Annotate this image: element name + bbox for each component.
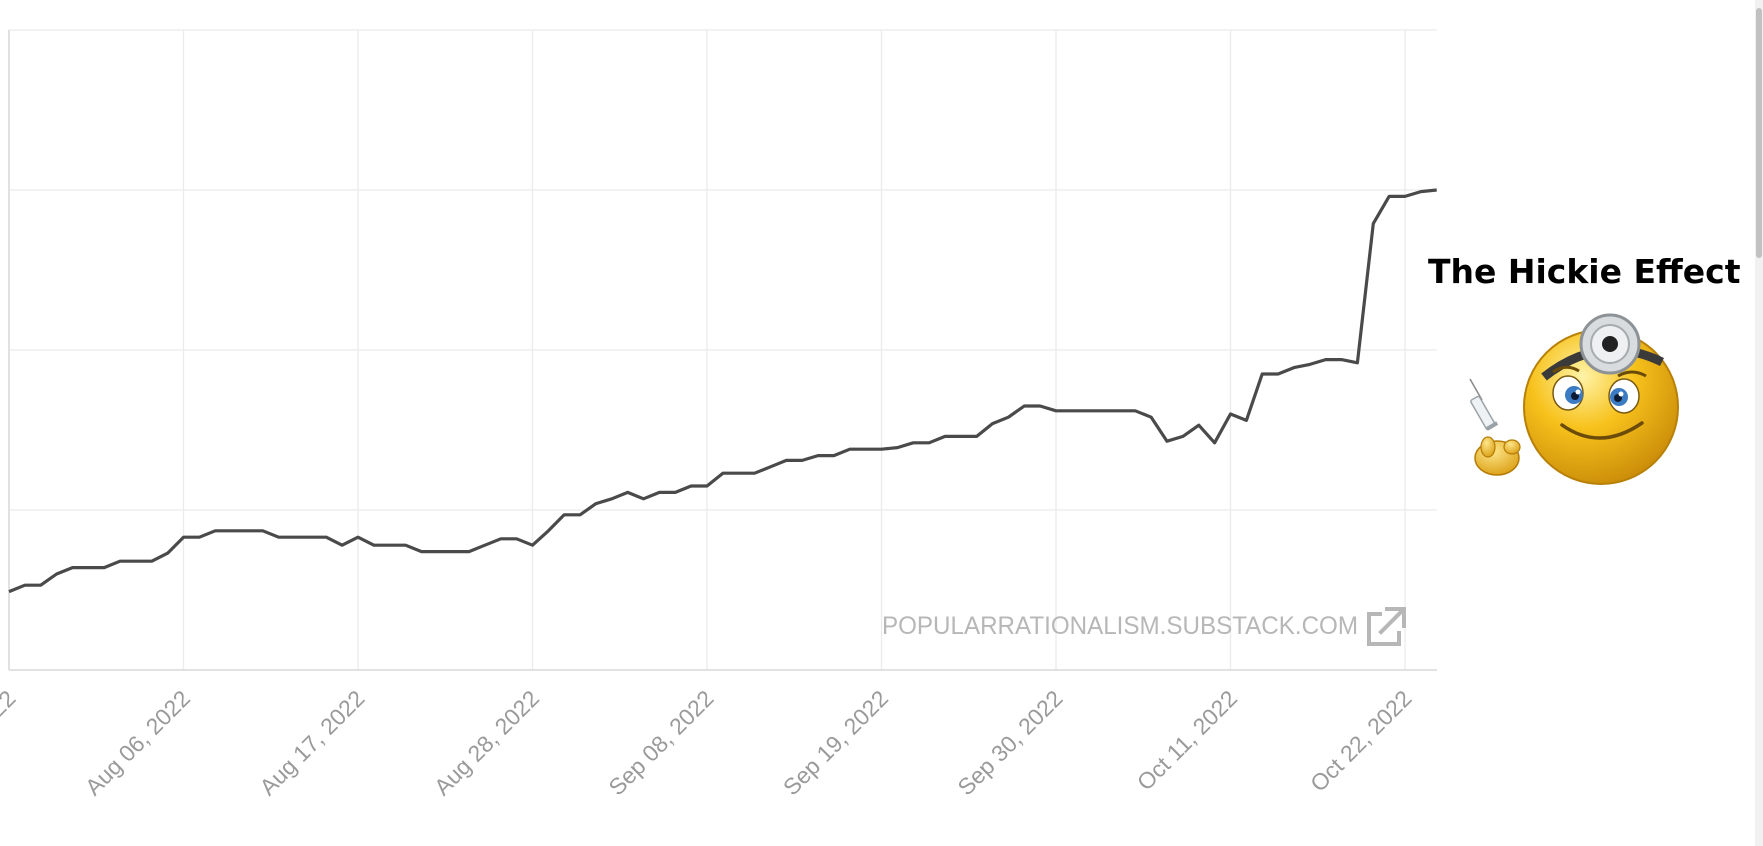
x-tick-label: Sep 19, 2022 — [778, 685, 893, 800]
source-watermark[interactable]: POPULARRATIONALISM.SUBSTACK.COM — [882, 607, 1406, 646]
axes — [8, 30, 1437, 671]
x-tick-label: Sep 08, 2022 — [603, 685, 718, 800]
x-tick-label: Oct 11, 2022 — [1132, 685, 1242, 795]
x-tick-labels: 22 Aug 06, 2022 Aug 17, 2022 Aug 28, 2022 Se… — [0, 685, 1417, 800]
x-tick-label: 22 — [0, 685, 21, 721]
external-link-icon[interactable] — [1367, 607, 1406, 646]
x-tick-label: Sep 30, 2022 — [952, 685, 1067, 800]
head-mirror-icon — [1579, 313, 1641, 375]
x-tick-label: Aug 17, 2022 — [254, 685, 369, 800]
syringe-icon — [1469, 378, 1499, 431]
x-tick-label: Oct 22, 2022 — [1305, 685, 1417, 797]
scrollbar[interactable] — [1755, 0, 1763, 846]
x-tick-label: Aug 06, 2022 — [80, 685, 195, 800]
doctor-smiley-emoji — [1469, 313, 1679, 485]
scrollbar-thumb[interactable] — [1756, 8, 1762, 258]
grid — [8, 29, 1437, 671]
meme-title: The Hickie Effect — [1428, 252, 1741, 291]
x-tick-label: Aug 28, 2022 — [429, 685, 544, 800]
watermark-text[interactable]: POPULARRATIONALISM.SUBSTACK.COM — [882, 612, 1358, 640]
series-line — [8, 188, 1437, 594]
hand-icon — [1474, 436, 1521, 476]
